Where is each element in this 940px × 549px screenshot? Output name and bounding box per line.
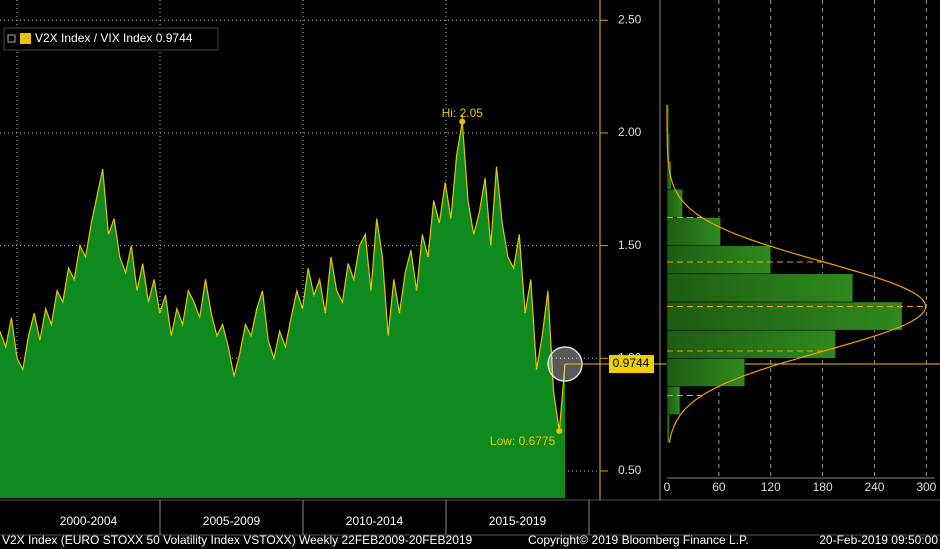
annotation-marker [556,427,563,434]
annotation-label: Hi: 2.05 [442,106,484,120]
x-tick-label: 2005-2009 [203,514,261,528]
histogram-bar [666,358,746,387]
annotation-marker [459,118,466,125]
x-tick-label: 60 [712,480,726,494]
x-tick-label: 2015-2019 [489,514,547,528]
legend-box [3,27,219,51]
histogram-bar [666,414,670,444]
annotation-label: Low: 0.6775 [490,434,556,448]
x-tick-label: 0 [664,480,671,494]
x-tick-label: 240 [864,480,884,494]
last-value-label: 0.9744 [613,356,650,370]
legend-expander [7,34,16,43]
x-tick-label: 2000-2004 [60,514,118,528]
histogram-bar [666,245,771,275]
area [0,121,565,498]
footer-center: Copyright© 2019 Bloomberg Finance L.P. [528,533,749,547]
x-tick-label: 180 [813,480,833,494]
histogram-bar [666,273,854,303]
legend-label: V2X Index / VIX Index 0.9744 [35,31,193,45]
x-tick-label: 300 [916,480,936,494]
histogram-bar [666,329,836,359]
y-tick-label: 2.00 [618,125,642,139]
x-tick-label: 120 [761,480,781,494]
footer-right: 20-Feb-2019 09:50:00 [819,533,938,547]
histogram-bar [666,189,683,218]
footer-left: V2X Index (EURO STOXX 50 Volatility Inde… [2,533,473,547]
y-tick-label: 1.50 [618,238,642,252]
histogram-bar [666,217,721,246]
line [0,121,566,432]
x-tick-label: 2010-2014 [346,514,404,528]
y-tick-label: 0.50 [618,463,642,477]
y-tick-label: 2.50 [618,12,642,26]
last-value-box [609,355,654,374]
histogram-bar [666,386,681,415]
legend-swatch [20,33,31,44]
normal-curve [666,104,927,443]
